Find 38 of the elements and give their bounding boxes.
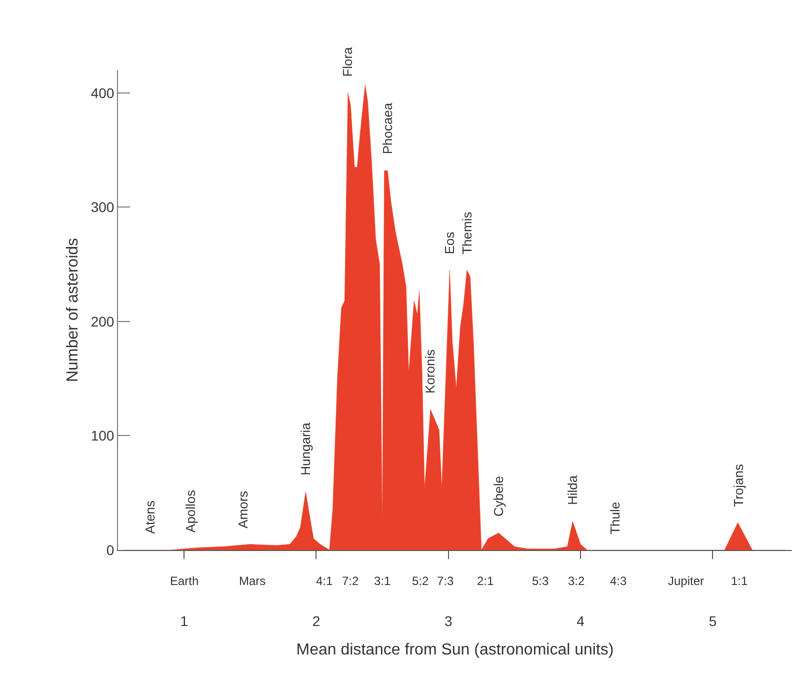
annotation: 2:1: [477, 574, 494, 588]
annotation: 5:3: [532, 574, 550, 588]
annotation: Hungaria: [298, 422, 313, 476]
y-tick-label: 300: [90, 199, 114, 216]
annotation: 3:1: [374, 574, 392, 588]
annotation: 4:3: [610, 574, 628, 588]
annotation: Eos: [442, 231, 458, 254]
annotation: Thule: [607, 502, 622, 534]
annotation: 4:1: [316, 574, 334, 588]
y-tick-label: 400: [90, 84, 114, 101]
x-tick-label: 3: [444, 612, 452, 629]
annotation: Amors: [236, 490, 251, 528]
annotation: Cybele: [490, 476, 506, 516]
annotation: 7:2: [342, 574, 360, 588]
annotation: Hilda: [565, 474, 580, 506]
annotation: Phocaea: [380, 102, 396, 154]
annotation: Atens: [142, 500, 158, 534]
annotation: Mars: [239, 574, 266, 588]
x-axis-title: Mean distance from Sun (astronomical units): [296, 642, 614, 658]
x-tick-label: 4: [576, 612, 585, 629]
annotation: Themis: [459, 211, 474, 254]
y-axis-title: Number of asteroids: [64, 238, 82, 382]
annotation: 3:2: [568, 574, 586, 588]
y-tick-label: 100: [90, 428, 114, 444]
annotation: Koronis: [422, 348, 438, 394]
annotation: Earth: [170, 574, 199, 588]
x-tick-label: 1: [180, 612, 188, 629]
annotation: 5:2: [412, 574, 430, 588]
annotation: Flora: [340, 46, 356, 77]
x-tick-label: 5: [708, 612, 717, 629]
annotation: 1:1: [731, 574, 748, 588]
annotation: Apollos: [182, 489, 198, 532]
annotation: Jupiter: [668, 574, 704, 588]
y-tick-label: 200: [90, 313, 114, 330]
y-tick-label: 0: [106, 542, 114, 558]
annotation: Trojans: [730, 464, 746, 507]
x-tick-label: 2: [312, 612, 320, 629]
annotation: 7:3: [437, 574, 454, 588]
